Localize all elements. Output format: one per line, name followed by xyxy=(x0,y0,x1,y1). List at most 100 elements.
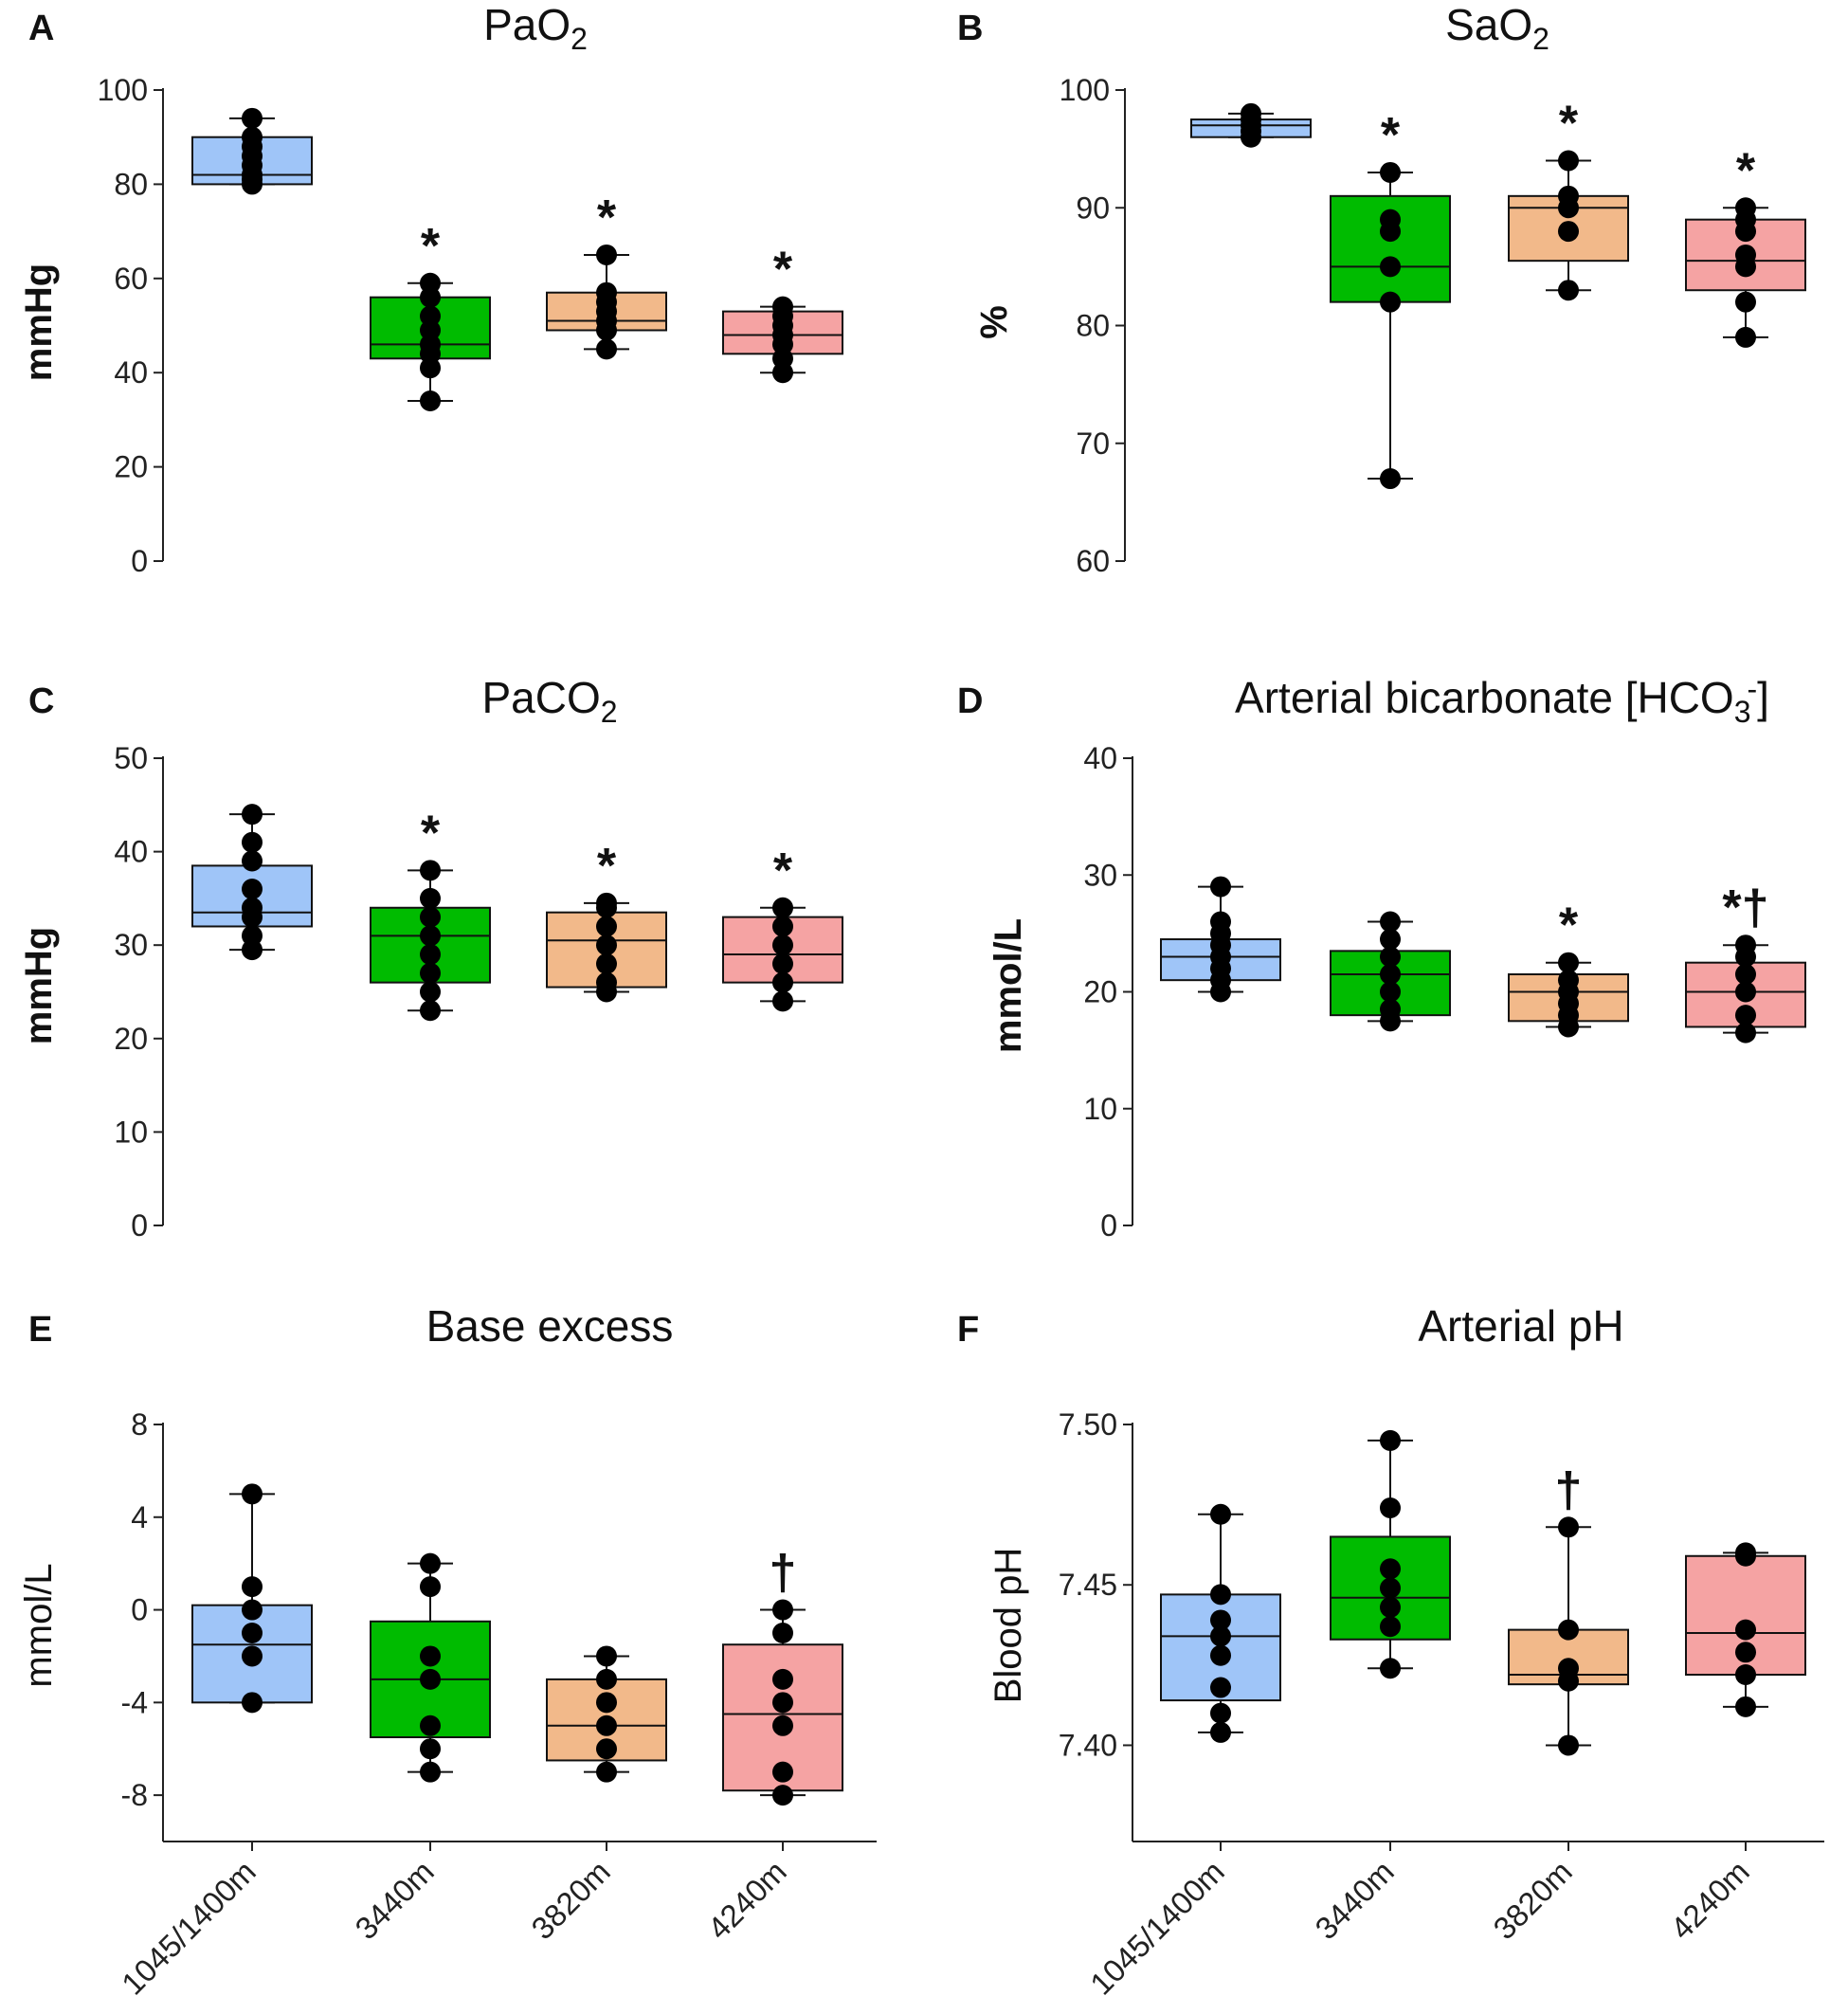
data-point xyxy=(1735,1619,1756,1641)
x-tick-label: 3440m xyxy=(1308,1854,1401,1947)
data-point xyxy=(420,981,441,1003)
y-tick-label: 0 xyxy=(131,544,148,578)
data-point xyxy=(242,879,263,900)
y-axis-label: mmol/L xyxy=(987,918,1029,1053)
data-point xyxy=(1558,1516,1579,1538)
data-point xyxy=(1380,981,1401,1003)
box-10451400m xyxy=(191,804,313,961)
y-tick-label: 90 xyxy=(1076,191,1110,225)
significance-mark: * xyxy=(1381,108,1401,163)
data-point xyxy=(1558,185,1579,207)
data-point xyxy=(242,1623,263,1643)
x-tick-label: 3820m xyxy=(1486,1854,1579,1947)
y-tick-label: 100 xyxy=(1060,73,1110,107)
data-point xyxy=(1210,876,1231,898)
data-point xyxy=(1558,1658,1579,1679)
data-point xyxy=(772,1623,793,1643)
x-tick-label: 3440m xyxy=(348,1854,441,1947)
data-point xyxy=(1735,1642,1756,1663)
y-tick-label: 0 xyxy=(131,1593,148,1627)
panel-letter: A xyxy=(28,9,54,48)
y-tick-label: 60 xyxy=(1076,544,1110,578)
significance-mark: * xyxy=(421,806,441,861)
significance-mark: * xyxy=(773,243,793,298)
data-point xyxy=(1380,1497,1401,1518)
data-point xyxy=(596,971,617,993)
data-point xyxy=(596,934,617,956)
data-point xyxy=(242,850,263,872)
data-point xyxy=(772,953,793,974)
data-point xyxy=(420,1576,441,1598)
data-point xyxy=(242,126,263,148)
box-3440m: * xyxy=(370,806,491,1022)
data-point xyxy=(596,916,617,937)
data-point xyxy=(1558,970,1579,991)
data-point xyxy=(1380,929,1401,951)
data-point xyxy=(1735,981,1756,1003)
data-point xyxy=(772,971,793,993)
data-point xyxy=(1735,326,1756,348)
panel-e: E Base excess -8 -4 0 4 8 mmol/L 1045/1400m 3440m… xyxy=(18,1301,877,2002)
data-point xyxy=(242,107,263,129)
data-point xyxy=(420,962,441,984)
data-point xyxy=(242,1599,263,1621)
panel-b: B SaO2 60 70 80 90 100% * * * xyxy=(957,0,1806,578)
y-tick-label: 0 xyxy=(1100,1208,1117,1243)
data-point xyxy=(772,1692,793,1714)
data-point xyxy=(1735,1664,1756,1685)
data-point xyxy=(1210,1625,1231,1647)
data-point xyxy=(242,831,263,853)
data-point xyxy=(420,272,441,294)
data-point xyxy=(1210,1503,1231,1525)
box-3440m xyxy=(1330,911,1451,1032)
data-point xyxy=(1558,952,1579,973)
x-tick-label: 1045/1400m xyxy=(115,1854,263,2002)
data-point xyxy=(596,953,617,974)
y-tick-label: 100 xyxy=(98,73,148,107)
data-point xyxy=(772,1785,793,1806)
data-point xyxy=(242,804,263,826)
data-point xyxy=(772,897,793,918)
data-point xyxy=(1380,1577,1401,1599)
box-4240m xyxy=(1685,1542,1806,1717)
data-point xyxy=(1210,911,1231,933)
box-10451400m xyxy=(1160,876,1281,1003)
box-3820m: * xyxy=(546,839,667,1003)
data-point xyxy=(1735,291,1756,313)
title-tail: ] xyxy=(1757,673,1769,722)
x-tick-label: 1045/1400m xyxy=(1083,1854,1231,2002)
y-tick-label: 20 xyxy=(114,450,148,484)
box-4240m: *† xyxy=(1685,880,1806,1043)
data-point xyxy=(772,916,793,937)
box-10451400m xyxy=(191,107,313,195)
data-point xyxy=(1735,964,1756,986)
box-3440m: * xyxy=(1330,108,1451,490)
data-point xyxy=(420,925,441,947)
significance-mark: † xyxy=(770,1546,797,1601)
panel-f: F Arterial pH 7.40 7.45 7.50 Blood pH 1045/140… xyxy=(957,1301,1824,2002)
y-tick-label: 50 xyxy=(114,741,148,775)
data-point xyxy=(420,1552,441,1574)
data-point xyxy=(596,1761,617,1783)
y-tick-label: 8 xyxy=(131,1407,148,1442)
data-point xyxy=(1210,1609,1231,1631)
title-main: Base excess xyxy=(426,1301,674,1351)
x-tick-label: 4240m xyxy=(1663,1854,1756,1947)
data-point xyxy=(1558,150,1579,172)
data-point xyxy=(596,244,617,265)
panel-title: PaCO2 xyxy=(481,673,617,729)
y-tick-label: 7.40 xyxy=(1059,1728,1117,1762)
data-point xyxy=(596,281,617,303)
data-point xyxy=(1380,209,1401,230)
data-point xyxy=(1210,1702,1231,1724)
data-point xyxy=(1558,280,1579,301)
y-tick-label: 40 xyxy=(1083,741,1117,775)
data-point xyxy=(1735,1005,1756,1026)
y-tick-label: 7.50 xyxy=(1059,1407,1117,1442)
data-point xyxy=(242,897,263,918)
box-3820m: † xyxy=(1508,1462,1629,1756)
significance-mark: *† xyxy=(1722,880,1768,935)
